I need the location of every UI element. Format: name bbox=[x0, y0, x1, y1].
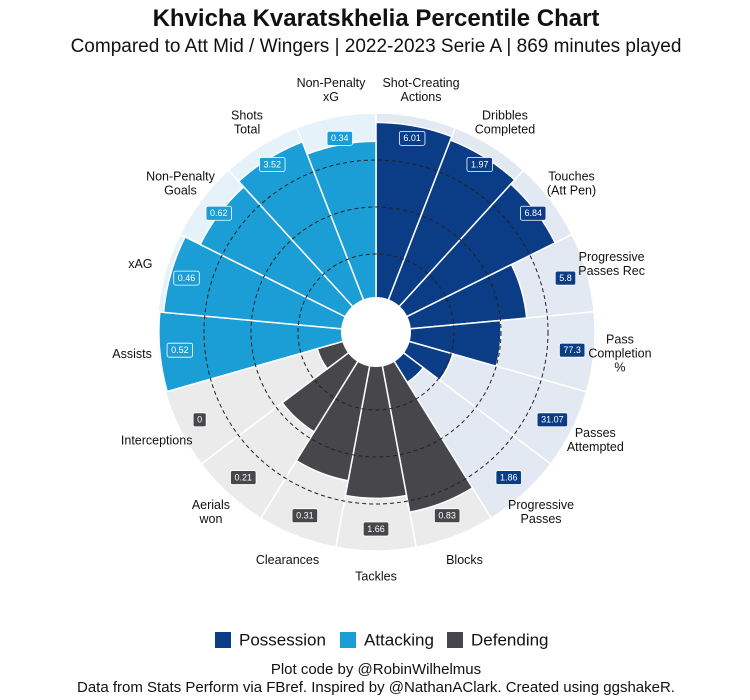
category-label: Pass Completion% bbox=[588, 333, 651, 375]
stat-box bbox=[558, 342, 586, 358]
stat-label: 0.46 bbox=[178, 273, 196, 283]
bar bbox=[375, 139, 516, 333]
chart-subtitle: Compared to Att Mid / Wingers | 2022-202… bbox=[71, 36, 682, 57]
stat-label: 0.21 bbox=[235, 472, 253, 482]
stat-label: 3.52 bbox=[264, 159, 282, 169]
chart-title: Khvicha Kvaratskhelia Percentile Chart bbox=[153, 5, 600, 32]
legend-label: Attacking bbox=[364, 630, 434, 649]
stat-box bbox=[554, 270, 577, 286]
category-label: Shots Total bbox=[231, 109, 263, 137]
bar bbox=[375, 331, 474, 514]
stat-box bbox=[466, 157, 493, 172]
stat-label: 0.52 bbox=[171, 345, 189, 355]
caption: Data from Stats Perform via FBref. Inspi… bbox=[77, 679, 675, 696]
legend-label: Possession bbox=[239, 630, 326, 649]
caption: Plot code by @RobinWilhelmus bbox=[271, 661, 481, 678]
stat-label: 5.8 bbox=[559, 273, 572, 283]
stat-box bbox=[173, 270, 200, 286]
stat-label: 1.86 bbox=[500, 472, 518, 482]
stat-label: 0.34 bbox=[331, 133, 349, 143]
stat-label: 6.84 bbox=[524, 208, 542, 218]
category-label: Passes Attempted bbox=[567, 427, 624, 455]
category-label: Progressive Passes Rec bbox=[578, 250, 645, 278]
legend-swatch bbox=[340, 632, 356, 648]
stat-label: 0.62 bbox=[210, 208, 228, 218]
grid-circle bbox=[203, 159, 549, 505]
stat-label: 31.07 bbox=[541, 415, 564, 425]
bar bbox=[375, 263, 528, 333]
bar bbox=[162, 235, 377, 333]
bar bbox=[344, 331, 408, 500]
legend-swatch bbox=[215, 632, 231, 648]
category-label: Touches (Att Pen) bbox=[547, 170, 596, 198]
stat-box bbox=[259, 157, 286, 172]
category-label: Tackles bbox=[355, 569, 397, 583]
grid-circle bbox=[250, 206, 502, 458]
stat-box bbox=[495, 470, 522, 485]
category-label: Non-Penalty xG bbox=[297, 76, 367, 104]
bar bbox=[375, 121, 453, 333]
stat-box bbox=[205, 205, 232, 221]
bars bbox=[158, 121, 557, 514]
bar bbox=[295, 331, 377, 482]
category-label: Clearances bbox=[256, 553, 319, 567]
category-label: Blocks bbox=[446, 553, 483, 567]
stat-box bbox=[230, 470, 257, 485]
stat-label: 1.66 bbox=[367, 524, 385, 534]
stat-box bbox=[291, 508, 319, 524]
stat-box bbox=[433, 508, 461, 524]
labels: Shot-Creating Actions 6.01 Dribbles Complete… bbox=[112, 76, 651, 583]
stat-label: 0.83 bbox=[438, 511, 456, 521]
stat-label: 6.01 bbox=[403, 133, 421, 143]
grid-circle bbox=[297, 253, 455, 411]
category-label: Progressive Passes bbox=[508, 498, 574, 526]
stat-box bbox=[362, 521, 390, 537]
stat-box bbox=[192, 412, 207, 428]
stat-box bbox=[166, 342, 194, 358]
stat-box bbox=[399, 130, 426, 146]
category-label: Dribbles Completed bbox=[475, 109, 535, 137]
category-label: Assists bbox=[112, 347, 152, 361]
category-label: Shot-Creating Actions bbox=[382, 76, 459, 104]
legend-label: Defending bbox=[471, 630, 549, 649]
bar bbox=[158, 311, 377, 393]
stat-label: 1.97 bbox=[471, 159, 489, 169]
category-label: Interceptions bbox=[121, 434, 193, 448]
stat-label: 77.3 bbox=[563, 345, 581, 355]
stat-label: 0 bbox=[197, 415, 202, 425]
category-label: Non-Penalty Goals bbox=[146, 170, 216, 198]
category-label: xAG bbox=[128, 257, 152, 271]
category-label: Aerials won bbox=[192, 498, 230, 526]
stat-label: 0.31 bbox=[296, 511, 314, 521]
center-hole bbox=[341, 297, 411, 367]
stat-box bbox=[326, 130, 353, 146]
grid bbox=[203, 159, 549, 505]
stat-box bbox=[520, 205, 547, 221]
stat-box bbox=[536, 412, 569, 428]
legend-swatch bbox=[447, 632, 463, 648]
